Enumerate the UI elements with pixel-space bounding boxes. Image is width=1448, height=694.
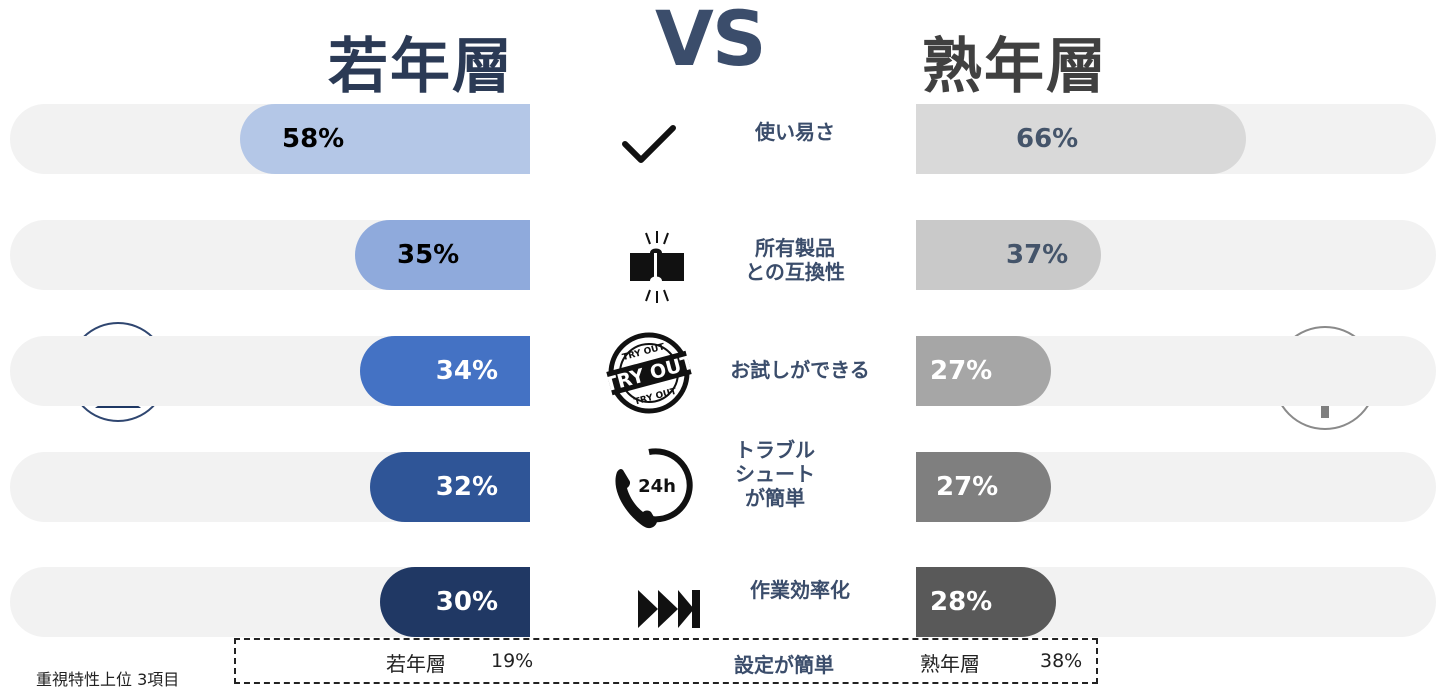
young-bar-value: 35% (397, 240, 460, 270)
senior-bar-value: 28% (930, 587, 993, 617)
footer-senior-value: 38% (1040, 650, 1083, 672)
senior-group-title: 熟年層 (922, 32, 1108, 102)
try-out-stamp-icon: TRY OUT TRY OUT TRY OUT (604, 328, 694, 418)
young-bar: 35% (355, 220, 530, 290)
young-bar: 30% (380, 567, 530, 637)
footer-category-label: 設定が簡単 (734, 653, 834, 677)
senior-bar-value: 37% (1006, 240, 1069, 270)
check-icon (604, 100, 694, 190)
senior-bar-value: 27% (930, 356, 993, 386)
svg-text:24h: 24h (638, 476, 676, 497)
phone-24h-icon: 24h (606, 444, 696, 534)
footnote: 重視特性上位 3項目 (36, 670, 180, 689)
senior-bar: 27% (916, 336, 1051, 406)
category-label: 作業効率化 (750, 578, 850, 602)
young-bar-value: 58% (282, 124, 345, 154)
young-bar-value: 34% (435, 356, 498, 386)
senior-bar: 37% (916, 220, 1101, 290)
young-bar-value: 30% (435, 587, 498, 617)
footer-young-label: 若年層 (386, 652, 446, 676)
footer-senior-label: 熟年層 (920, 652, 980, 676)
footer-dashed-box (234, 638, 1098, 684)
young-bar: 58% (240, 104, 530, 174)
senior-bar: 27% (916, 452, 1051, 522)
fast-forward-icon (624, 564, 714, 654)
senior-bar: 28% (916, 567, 1056, 637)
footer-young-value: 19% (491, 650, 534, 672)
senior-bar-value: 66% (1016, 124, 1079, 154)
puzzle-icon (612, 222, 702, 312)
category-label: 所有製品 との互換性 (745, 236, 845, 284)
category-label: 使い易さ (755, 120, 835, 144)
senior-bar: 66% (916, 104, 1246, 174)
young-group-title: 若年層 (328, 32, 514, 102)
senior-bar-value: 27% (936, 472, 999, 502)
vs-heading: VS (655, 0, 767, 83)
young-bar: 32% (370, 452, 530, 522)
young-bar: 34% (360, 336, 530, 406)
category-label: トラブル シュート が簡単 (735, 438, 815, 510)
young-bar-value: 32% (435, 472, 498, 502)
category-label: お試しができる (730, 358, 870, 382)
